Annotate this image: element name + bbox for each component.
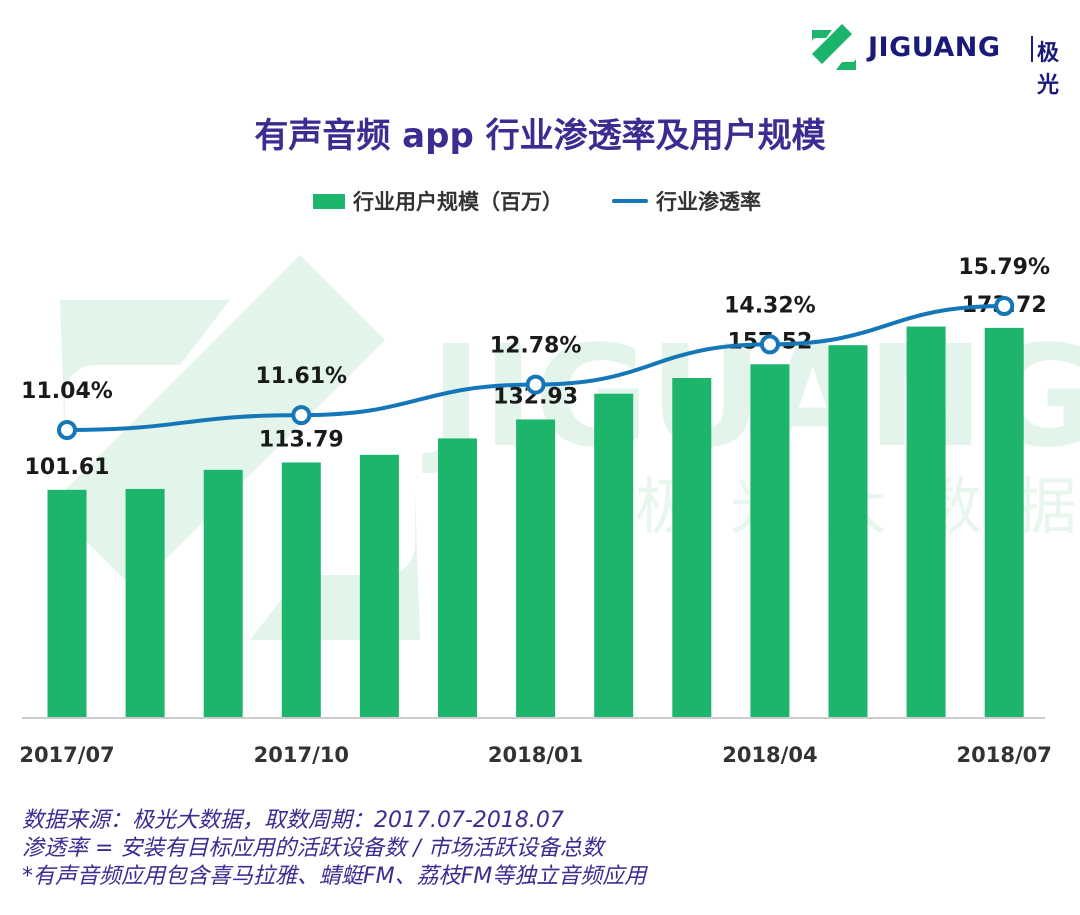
bar bbox=[516, 419, 556, 718]
x-tick-label: 2018/01 bbox=[488, 743, 583, 767]
legend-item-bar: 行业用户规模（百万） bbox=[313, 186, 563, 216]
bar-value-label: 101.61 bbox=[25, 455, 110, 480]
bar-series bbox=[47, 326, 1024, 718]
line-point bbox=[525, 374, 546, 395]
bar-value-label: 113.79 bbox=[259, 427, 344, 452]
bar bbox=[203, 469, 243, 718]
bar bbox=[359, 454, 399, 718]
bar bbox=[125, 488, 165, 718]
x-tick-label: 2017/10 bbox=[254, 743, 349, 767]
line-value-labels: 11.04% 11.61% 12.78% 14.32% 15.79% bbox=[21, 255, 1050, 404]
bar bbox=[281, 462, 321, 718]
bar bbox=[906, 326, 946, 718]
bar bbox=[750, 364, 790, 718]
bar bbox=[47, 489, 87, 718]
x-tick-label: 2018/07 bbox=[957, 743, 1052, 767]
note-source: 数据来源：极光大数据，取数周期：2017.07-2018.07 bbox=[22, 808, 564, 833]
line-series bbox=[57, 296, 1015, 440]
line-point bbox=[291, 405, 312, 426]
x-tick-label: 2017/07 bbox=[19, 743, 114, 767]
note-definition: 渗透率 = 安装有目标应用的活跃设备数 / 市场活跃设备总数 bbox=[22, 836, 604, 861]
legend-bar-label: 行业用户规模（百万） bbox=[353, 190, 563, 214]
bar bbox=[984, 327, 1024, 718]
chart-title: 有声音频 app 行业渗透率及用户规模 bbox=[254, 116, 826, 156]
legend-line-swatch bbox=[612, 199, 648, 203]
line-value-label: 11.04% bbox=[21, 379, 113, 404]
watermark-cn-char: 据 bbox=[1015, 470, 1077, 543]
legend-line-label: 行业渗透率 bbox=[656, 190, 761, 214]
line-point bbox=[57, 420, 77, 440]
legend: 行业用户规模（百万） 行业渗透率 bbox=[0, 186, 1080, 216]
watermark-logo-shape bbox=[60, 300, 230, 450]
bar bbox=[438, 438, 477, 718]
bar bbox=[594, 393, 634, 718]
line-value-label: 12.78% bbox=[490, 334, 582, 359]
x-tick-labels: 2017/07 2017/10 2018/01 2018/04 2018/07 bbox=[19, 743, 1052, 767]
line-point bbox=[759, 334, 780, 355]
bar bbox=[828, 345, 868, 718]
x-tick-label: 2018/04 bbox=[722, 743, 817, 767]
line-value-label: 11.61% bbox=[255, 364, 347, 389]
brand-name: JIGUANG bbox=[868, 32, 1001, 63]
bar bbox=[672, 377, 712, 718]
brand-divider bbox=[1031, 36, 1033, 62]
note-footnote: *有声音频应用包含喜马拉雅、蜻蜓FM、荔枝FM等独立音频应用 bbox=[22, 864, 647, 889]
legend-item-line: 行业渗透率 bbox=[612, 186, 761, 216]
line-point bbox=[994, 296, 1015, 316]
jiguang-logo-icon bbox=[812, 24, 856, 70]
legend-bar-swatch bbox=[313, 193, 345, 209]
line-value-label: 15.79% bbox=[958, 255, 1050, 280]
brand-cn: 极光 bbox=[1037, 41, 1060, 98]
line-value-label: 14.32% bbox=[724, 293, 816, 318]
